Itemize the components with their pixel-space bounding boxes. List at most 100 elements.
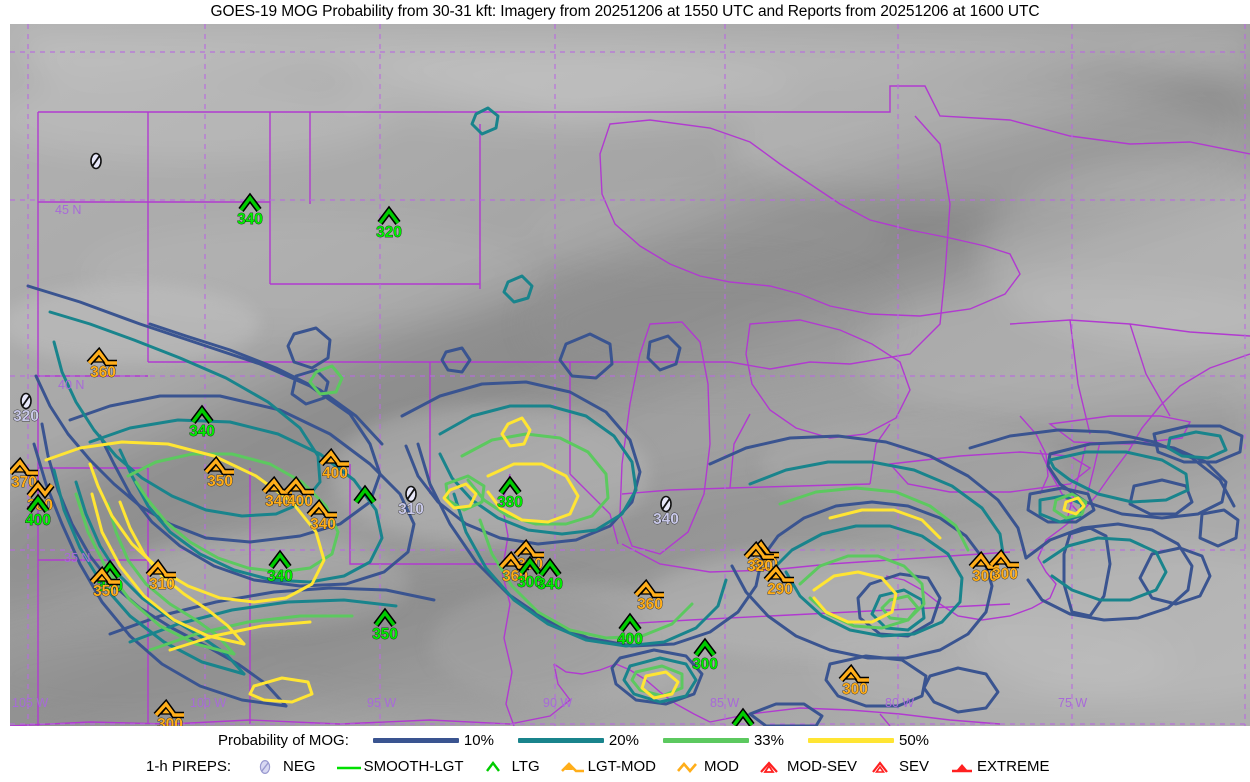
pirep-altitude-label: 300 [842, 681, 868, 698]
pirep-symbol-lgt-mod[interactable]: 360 [633, 578, 664, 613]
legend-item-prob-33[interactable]: 33% [662, 732, 784, 749]
pirep-symbol-lgt-mod[interactable]: 340 [306, 498, 337, 533]
pirep-symbol-neg[interactable]: 310 [398, 485, 424, 519]
legend-label-prob-20: 20% [608, 732, 639, 749]
pirep-altitude-label: 340 [653, 511, 679, 528]
pirep-symbol-ltg[interactable]: 400 [25, 493, 51, 529]
legend-label-prob-50: 50% [898, 732, 930, 749]
contour-10pct [26, 284, 1244, 726]
pirep-symbol-ltg[interactable]: 340 [237, 192, 263, 228]
pirep-altitude-label: 340 [267, 568, 293, 585]
legend-label-pirep-smooth-lgt: SMOOTH-LGT [363, 758, 464, 775]
extreme-filled-icon [949, 759, 975, 775]
pirep-altitude-label: 340 [265, 493, 291, 510]
legend-item-pirep-neg[interactable]: NEG [255, 758, 316, 775]
pirep-symbol-ltg[interactable]: 340 [189, 404, 215, 440]
chart-title: GOES-19 MOG Probability from 30-31 kft: … [210, 3, 1040, 20]
legend-item-prob-10[interactable]: 10% [372, 732, 494, 749]
legend-item-pirep-sev[interactable]: SEV [871, 758, 929, 775]
legend-probability-title: Probability of MOG: [218, 732, 349, 749]
pirep-symbol-lgt-mod[interactable]: 400 [283, 475, 314, 510]
pirep-altitude-label: 340 [189, 423, 215, 440]
legend-item-prob-20[interactable]: 20% [517, 732, 639, 749]
pirep-symbol-neg[interactable]: 340 [653, 495, 679, 529]
pirep-symbol-ltg[interactable]: 300 [692, 637, 718, 673]
legend-item-pirep-mod[interactable]: MOD [676, 758, 739, 775]
ltg-chevron-icon [484, 759, 510, 775]
legend-item-pirep-smooth-lgt[interactable]: SMOOTH-LGT [336, 758, 464, 775]
legend-label-pirep-ltg: LTG [511, 758, 540, 775]
contour-50pct [44, 416, 1086, 704]
pirep-symbol-lgt-mod[interactable]: 310 [145, 558, 176, 593]
pirep-symbol-lgt-mod[interactable]: 300 [838, 663, 869, 698]
pirep-altitude-label: 320 [747, 558, 773, 575]
pirep-altitude-label: 340 [237, 211, 263, 228]
pirep-symbol-ltg[interactable]: 320 [376, 205, 402, 241]
pirep-altitude-label: 300 [972, 568, 998, 585]
pirep-altitude-label: 290 [767, 581, 793, 598]
contour-33pct [74, 364, 1088, 698]
pirep-symbol-lgt-mod[interactable]: 350 [203, 455, 234, 490]
pirep-symbol-ltg[interactable]: 340 [267, 549, 293, 585]
line-swatch-33-icon [662, 738, 749, 743]
pirep-symbol-lgt-mod[interactable]: 300 [968, 550, 999, 585]
pirep-symbol-lgt-mod[interactable]: 320 [743, 540, 774, 575]
graticule-label: 45 N [55, 203, 81, 217]
pirep-altitude-label: 400 [25, 512, 51, 529]
pirep-altitude-label: 300 [157, 716, 183, 726]
mod-chevron-icon [676, 759, 702, 775]
line-swatch-50-icon [807, 738, 894, 743]
legend-label-prob-10: 10% [463, 732, 494, 749]
pirep-symbol-lgt-mod[interactable]: 360 [86, 346, 117, 381]
legend-label-pirep-lgt-mod: LGT-MOD [587, 758, 656, 775]
graticule-label: 105 W [12, 696, 48, 710]
contour-20pct [48, 106, 1228, 704]
legend-label-prob-33: 33% [753, 732, 784, 749]
pirep-symbol-ltg[interactable]: 380 [497, 475, 523, 511]
pirep-symbol-ltg[interactable]: 380 [730, 707, 756, 726]
pirep-symbol-lgt-mod[interactable]: 290 [763, 563, 794, 598]
pirep-altitude-label: 400 [322, 465, 348, 482]
pirep-altitude-label: 300 [517, 574, 543, 591]
graticule-label: 40 N [58, 378, 84, 392]
graticule-grid [10, 24, 1250, 726]
pirep-symbol-neg[interactable] [90, 152, 102, 170]
pirep-symbol-lgt-mod[interactable]: 300 [988, 548, 1019, 583]
legend-item-pirep-lgt-mod[interactable]: LGT-MOD [560, 758, 656, 775]
legend-pirep-title: 1-h PIREPS: [146, 758, 232, 775]
smooth-lgt-line-icon [336, 759, 362, 775]
pirep-altitude-label: 310 [149, 576, 175, 593]
pirep-symbol-ltg[interactable] [353, 484, 377, 504]
pirep-altitude-label: 400 [617, 631, 643, 648]
pirep-altitude-label: 350 [372, 626, 398, 643]
legend-item-pirep-extreme[interactable]: EXTREME [949, 758, 1050, 775]
pirep-symbol-lgt-mod[interactable]: 370 [10, 456, 38, 491]
pirep-altitude-label: 320 [13, 408, 39, 425]
graticule-label: 75 W [1058, 696, 1087, 710]
lgt-mod-barbed-icon [560, 759, 586, 775]
legend-row-probability: Probability of MOG: 10% 20% 33% 50% [0, 727, 1250, 754]
legend-label-pirep-sev: SEV [898, 758, 929, 775]
legend-label-pirep-extreme: EXTREME [977, 758, 1050, 775]
pirep-symbol-ltg[interactable]: 350 [372, 607, 398, 643]
mod-sev-barbed-icon [759, 759, 785, 775]
pirep-symbol-ltg[interactable]: 340 [537, 557, 563, 593]
legend-item-prob-50[interactable]: 50% [807, 732, 930, 749]
pirep-symbol-lgt-mod[interactable]: 400 [318, 447, 349, 482]
pirep-symbol-lgt-mod[interactable]: 350 [89, 565, 120, 600]
pirep-symbol-lgt-mod[interactable]: 300 [153, 698, 184, 726]
legend-label-pirep-mod-sev: MOD-SEV [786, 758, 857, 775]
pirep-symbol-ltg[interactable]: 300 [517, 555, 543, 591]
pirep-altitude-label: 300 [992, 566, 1018, 583]
pirep-altitude-label: 350 [207, 473, 233, 490]
pirep-altitude-label: 350 [93, 583, 119, 600]
legend-item-pirep-ltg[interactable]: LTG [484, 758, 540, 775]
pirep-symbol-ltg[interactable]: 400 [617, 612, 643, 648]
pirep-altitude-label: 310 [398, 501, 424, 518]
pirep-symbol-neg[interactable]: 320 [13, 392, 39, 426]
line-swatch-10-icon [372, 738, 459, 743]
legend-item-pirep-mod-sev[interactable]: MOD-SEV [759, 758, 857, 775]
